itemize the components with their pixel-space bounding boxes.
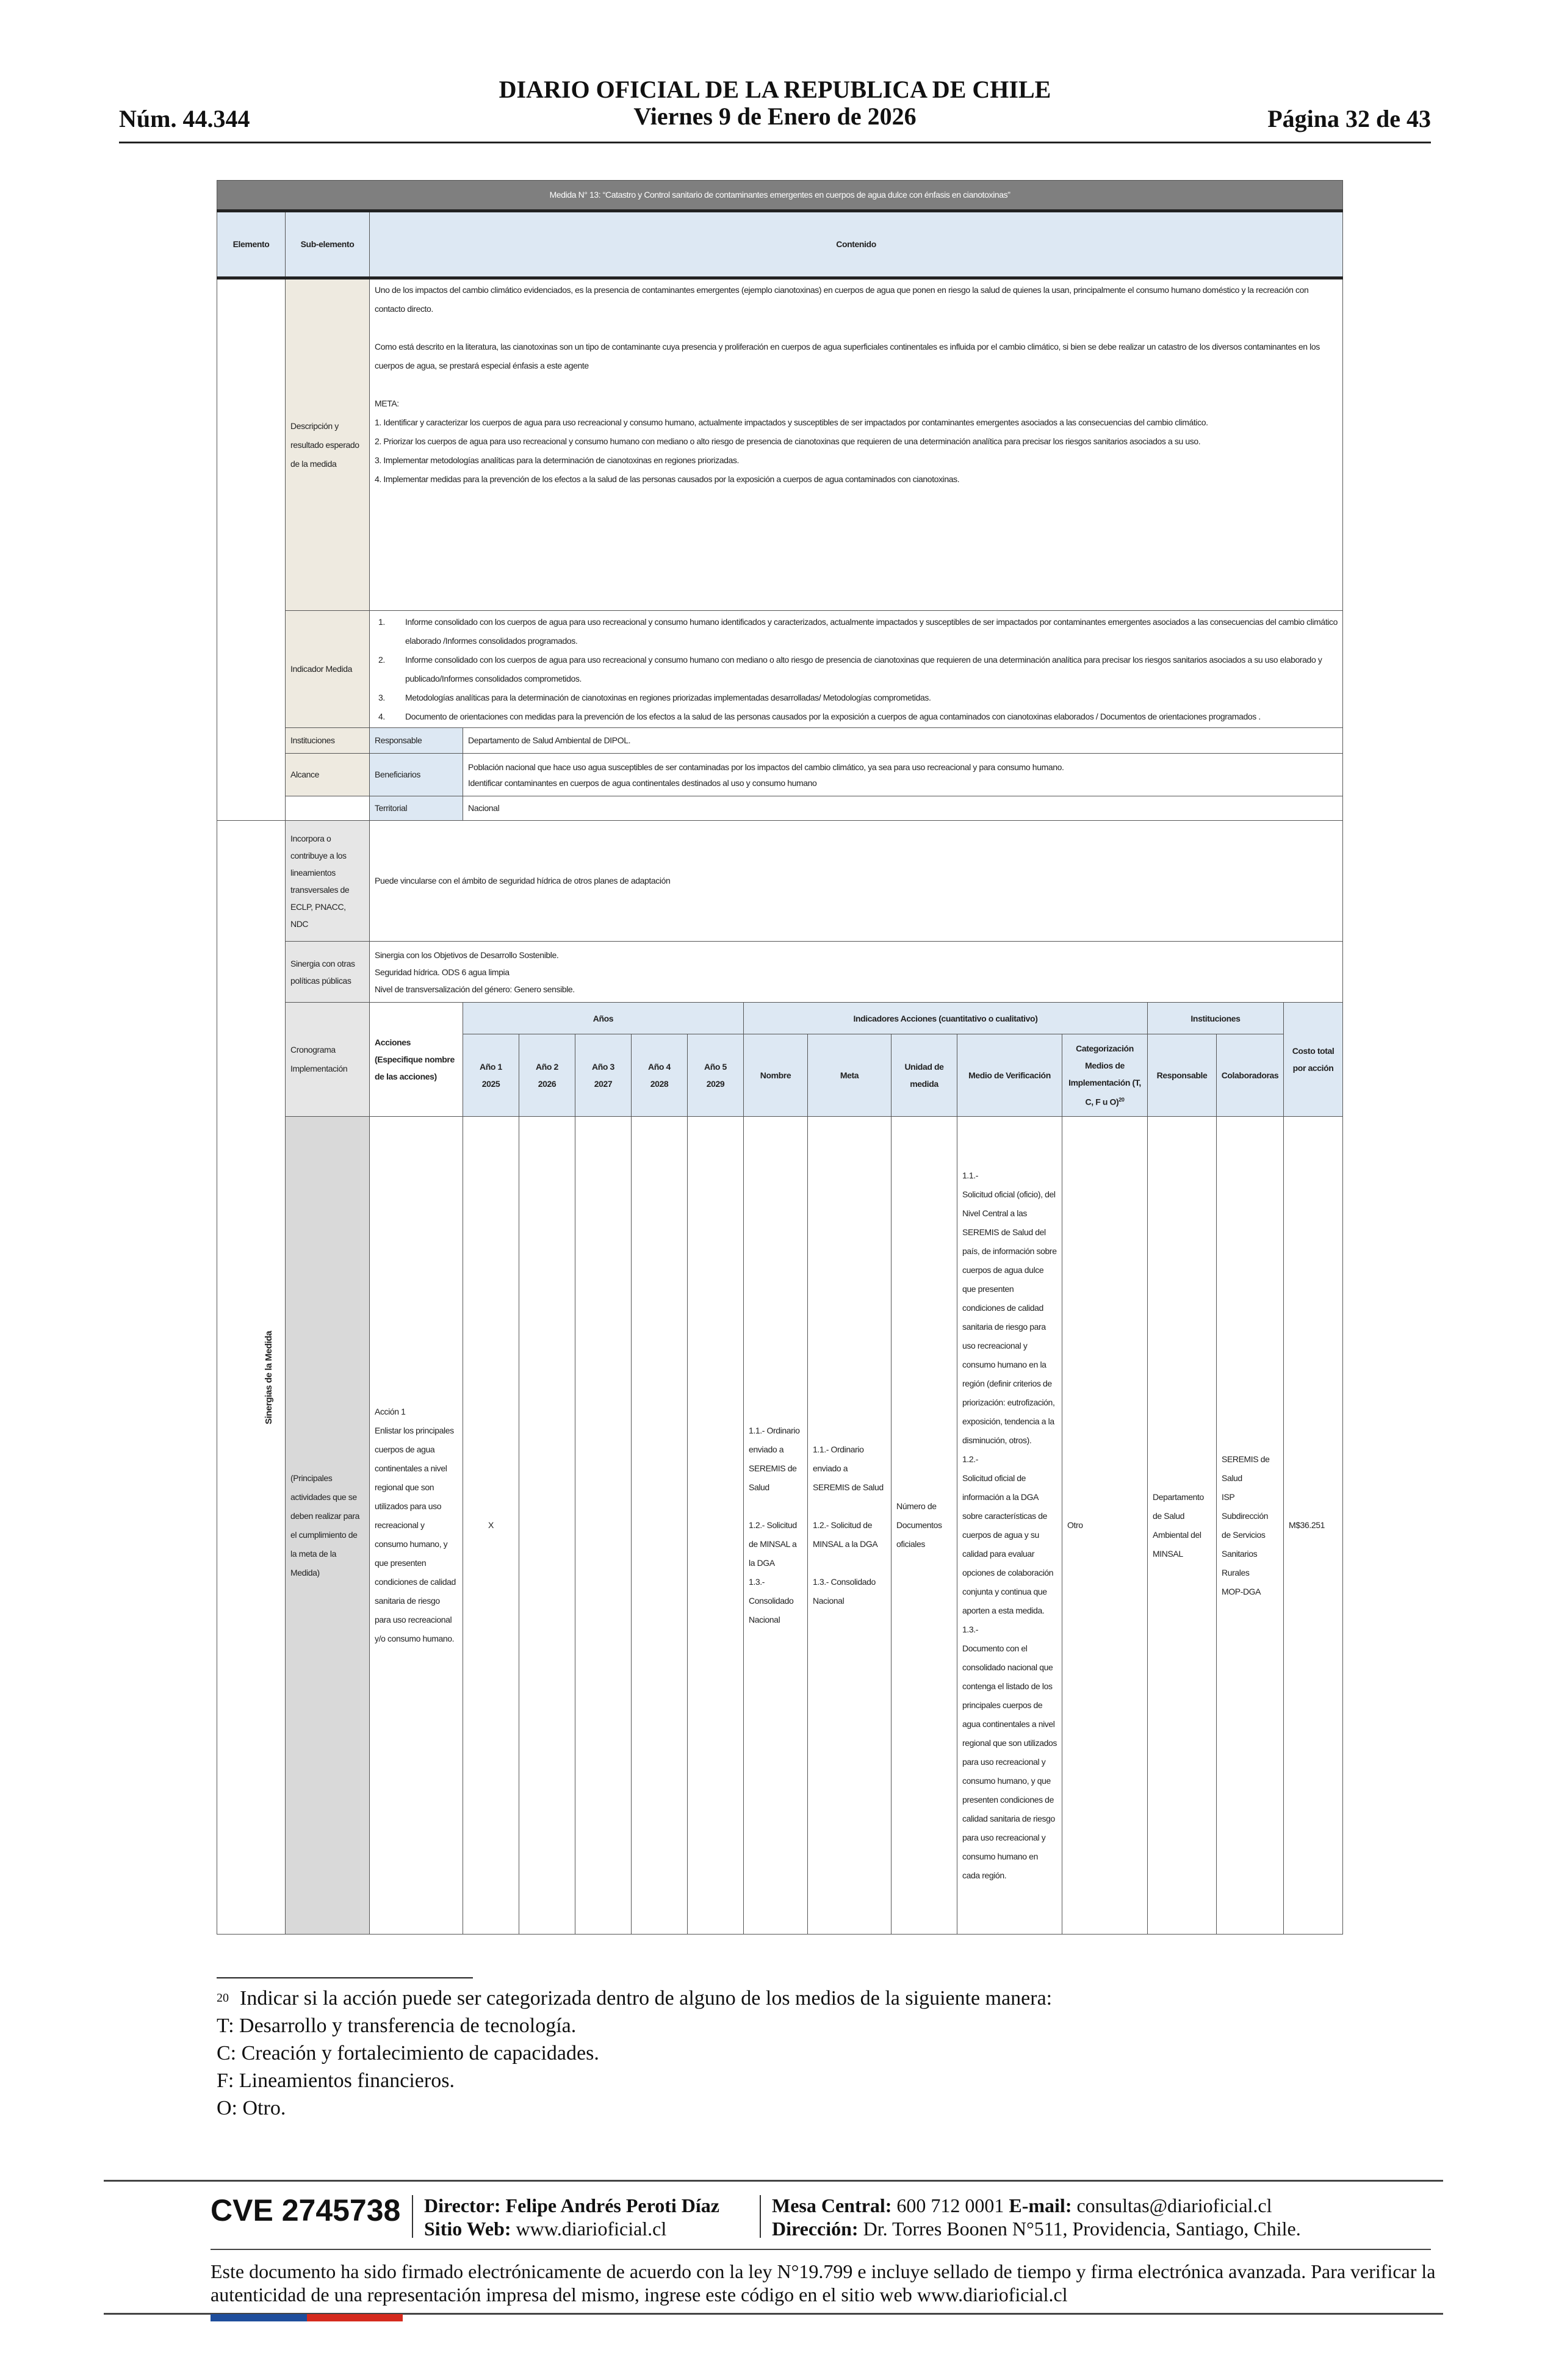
- footnote-rule: [217, 1977, 473, 1978]
- medio-header: Medio de Verificación: [957, 1034, 1062, 1117]
- accion-1: Acción 1 Enlistar los principales cuerpo…: [369, 1116, 463, 1935]
- col-sub-elemento: Sub-elemento: [285, 211, 370, 279]
- responsable-value-body: Departamento de Salud Ambiental del MINS…: [1147, 1116, 1217, 1935]
- actividades-label: (Principales actividades que se deben re…: [285, 1116, 370, 1935]
- responsable-label: Responsable: [369, 727, 463, 754]
- year-mark: [687, 1116, 744, 1935]
- year-mark: [519, 1116, 575, 1935]
- medida-table: Medida N° 13: “Catastro y Control sanita…: [216, 180, 1344, 1935]
- anos-header: Años: [463, 1002, 744, 1034]
- sinergia-otras-label: Sinergia con otras políticas públicas: [285, 941, 370, 1003]
- unidad-value: Número de Documentos oficiales: [891, 1116, 957, 1935]
- beneficiarios-line: Identificar contaminantes en cuerpos de …: [468, 777, 817, 788]
- website-link[interactable]: www.diarioficial.cl: [516, 2218, 667, 2240]
- indicador-item: 1. Informe consolidado con los cuerpos de…: [378, 616, 1338, 646]
- meta-value: 1.1.- Ordinario enviado a SEREMIS de Sal…: [807, 1116, 891, 1935]
- footer-divider: [211, 2249, 1431, 2250]
- descripcion-content: Uno de los impactos del cambio climático…: [369, 278, 1344, 611]
- meta-item: 3. Implementar metodologías analíticas p…: [375, 455, 739, 465]
- medio-value: 1.1.- Solicitud oficial (oficio), del Ni…: [957, 1116, 1062, 1935]
- meta-header: Meta: [807, 1034, 891, 1117]
- territorial-value: Nacional: [462, 796, 1344, 821]
- legal-notice: Este documento ha sido firmado electróni…: [211, 2260, 1436, 2306]
- year-header: Año 4 2028: [631, 1034, 688, 1117]
- indicadores-header: Indicadores Acciones (cuantitativo o cua…: [743, 1002, 1148, 1034]
- meta-label: META:: [375, 398, 399, 408]
- meta-item: 2. Priorizar los cuerpos de agua para us…: [375, 436, 1201, 446]
- footnote: 20 Indicar si la acción puede ser categor…: [217, 1977, 1052, 2122]
- flag-bar: [211, 2314, 403, 2321]
- divider: [760, 2195, 761, 2238]
- elemento-empty: [217, 278, 286, 821]
- year-header: Año 2 2026: [519, 1034, 575, 1117]
- desc-p1: Uno de los impactos del cambio climático…: [375, 285, 1309, 314]
- responsable-value: Departamento de Salud Ambiental de DIPOL…: [462, 727, 1344, 754]
- footnote-line: F: Lineamientos financieros.: [217, 2069, 455, 2092]
- col-contenido: Contenido: [369, 211, 1344, 279]
- contact-block: Mesa Central: 600 712 0001 E-mail: consu…: [772, 2194, 1301, 2240]
- categorizacion-value: Otro: [1062, 1116, 1148, 1935]
- issue-number: Núm. 44.344: [119, 105, 250, 132]
- cve-code: CVE 2745738: [211, 2193, 401, 2227]
- footnote-line: O: Otro.: [217, 2097, 286, 2119]
- colaboradoras-header: Colaboradoras: [1216, 1034, 1284, 1117]
- footer-divider: [104, 2313, 1443, 2315]
- acciones-header: Acciones (Especifique nombre de las acci…: [369, 1002, 463, 1117]
- instituciones-header: Instituciones: [1147, 1002, 1284, 1034]
- newspaper-title: DIARIO OFICIAL DE LA REPUBLICA DE CHILE: [499, 76, 1051, 103]
- director-block: Director: Felipe Andrés Peroti Díaz Siti…: [424, 2194, 719, 2240]
- divider: [412, 2195, 413, 2238]
- sinergias-label: Sinergias de la Medida: [217, 820, 286, 1935]
- instituciones-label: Instituciones: [285, 727, 370, 754]
- alcance-label: Alcance: [285, 753, 370, 796]
- sinergia-line: Sinergia con los Objetivos de Desarrollo…: [375, 950, 559, 960]
- desc-p2: Como está descrito en la literatura, las…: [375, 342, 1320, 370]
- meta-item: 4. Implementar medidas para la prevenció…: [375, 474, 960, 484]
- issue-date: Viernes 9 de Enero de 2026: [633, 103, 917, 130]
- indicador-item: 2. Informe consolidado con los cuerpos de…: [378, 654, 1322, 683]
- year-header: Año 3 2027: [575, 1034, 632, 1117]
- table-title: Medida N° 13: “Catastro y Control sanita…: [216, 180, 1344, 212]
- colaboradoras-value: SEREMIS de Salud ISP Subdirección de Ser…: [1216, 1116, 1284, 1935]
- responsable-header: Responsable: [1147, 1034, 1217, 1117]
- meta-item: 1. Identificar y caracterizar los cuerpo…: [375, 417, 1208, 427]
- territorial-empty: [285, 796, 370, 821]
- territorial-label: Territorial: [369, 796, 463, 821]
- incorpora-label: Incorpora o contribuye a los lineamiento…: [285, 820, 370, 942]
- year-header: Año 1 2025: [463, 1034, 519, 1117]
- costo-value: M$36.251: [1283, 1116, 1344, 1935]
- footnote-line: 20 Indicar si la acción puede ser categor…: [217, 1987, 1053, 2010]
- costo-header: Costo total por acción: [1283, 1002, 1344, 1117]
- page-header: Núm. 44.344 DIARIO OFICIAL DE LA REPUBLI…: [119, 76, 1431, 143]
- year-mark: [631, 1116, 688, 1935]
- beneficiarios-value: Población nacional que hace uso agua sus…: [462, 753, 1344, 796]
- indicador-item: 4. Documento de orientaciones con medidas…: [378, 711, 1261, 721]
- sinergia-otras-value: Sinergia con los Objetivos de Desarrollo…: [369, 941, 1344, 1003]
- year-header: Año 5 2029: [687, 1034, 744, 1117]
- year-mark: X: [463, 1116, 519, 1935]
- indicador-item: 3. Metodologías analíticas para la determ…: [378, 692, 931, 702]
- footnote-line: T: Desarrollo y transferencia de tecnolo…: [217, 2014, 577, 2037]
- footnote-line: C: Creación y fortalecimiento de capacid…: [217, 2042, 599, 2064]
- unidad-header: Unidad de medida: [891, 1034, 957, 1117]
- masthead: DIARIO OFICIAL DE LA REPUBLICA DE CHILE …: [119, 76, 1431, 130]
- sinergia-line: Seguridad hídrica. ODS 6 agua limpia: [375, 967, 510, 977]
- email-link[interactable]: consultas@diarioficial.cl: [1076, 2194, 1272, 2216]
- year-mark: [575, 1116, 632, 1935]
- incorpora-value: Puede vincularse con el ámbito de seguri…: [369, 820, 1344, 942]
- page-footer: CVE 2745738 Director: Felipe Andrés Pero…: [104, 2180, 1443, 2315]
- nombre-header: Nombre: [743, 1034, 808, 1117]
- page-number: Página 32 de 43: [1267, 105, 1431, 132]
- sinergia-line: Nivel de transversalización del género: …: [375, 984, 575, 994]
- beneficiarios-line: Población nacional que hace uso agua sus…: [468, 762, 1064, 772]
- cronograma-label: Cronograma Implementación: [285, 1002, 370, 1117]
- categorizacion-header: Categorización Medios de Implementación …: [1062, 1034, 1148, 1117]
- indicador-label: Indicador Medida: [285, 610, 370, 728]
- nombre-value: 1.1.- Ordinario enviado a SEREMIS de Sal…: [743, 1116, 808, 1935]
- descripcion-label: Descripción y resultado esperado de la m…: [285, 278, 370, 611]
- indicador-content: 1. Informe consolidado con los cuerpos de…: [369, 610, 1344, 728]
- beneficiarios-label: Beneficiarios: [369, 753, 463, 796]
- col-elemento: Elemento: [217, 211, 286, 279]
